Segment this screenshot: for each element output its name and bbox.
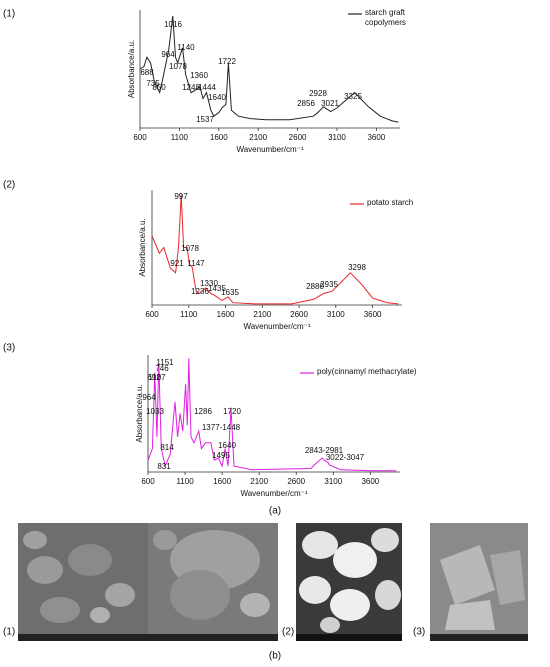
sem-image xyxy=(430,523,528,641)
peak-annotation: 1330 xyxy=(200,279,218,288)
x-axis-label: Wavenumber/cm⁻¹ xyxy=(243,322,310,331)
peak-annotation: 1016 xyxy=(164,20,182,29)
peak-annotation: 3325 xyxy=(344,92,362,101)
panel-label: (3) xyxy=(413,627,425,638)
peak-annotation: 1360 xyxy=(190,71,208,80)
peak-annotation: 964 xyxy=(142,393,156,402)
legend-item: potato starch xyxy=(367,198,414,207)
peak-annotation: 997 xyxy=(174,192,188,201)
peak-annotation: 1635 xyxy=(221,288,239,297)
legend-label: poly(cinnamyl methacrylate) xyxy=(317,367,417,376)
x-tick-label: 2600 xyxy=(287,477,305,486)
panel-label: (a) xyxy=(269,506,281,517)
x-tick-label: 600 xyxy=(145,310,159,319)
x-tick-label: 3600 xyxy=(361,477,379,486)
legend-item: poly(cinnamyl methacrylate) xyxy=(317,367,417,376)
peak-annotation: 1147 xyxy=(187,259,205,268)
y-axis-label: Absorbance/a.u. xyxy=(135,384,144,442)
peak-annotation: 1151 xyxy=(156,358,174,367)
spectrum-line xyxy=(147,358,397,472)
peak-annotation: 1640 xyxy=(218,441,236,450)
peak-annotation: 1377-1448 xyxy=(202,423,241,432)
peak-annotation: 964 xyxy=(161,50,175,59)
x-tick-label: 3100 xyxy=(328,133,346,142)
panel-label: (b) xyxy=(269,651,281,662)
sem-image xyxy=(18,523,148,641)
panel-label: (1) xyxy=(3,9,15,20)
panel-label: (2) xyxy=(3,180,15,191)
peak-annotation: 1435 xyxy=(208,284,226,293)
panel-label: (1) xyxy=(3,627,15,638)
peak-annotation: 2843-2981 xyxy=(305,446,344,455)
peak-annotation: 1107 xyxy=(148,373,166,382)
peak-annotation: 692 xyxy=(147,373,161,382)
peak-annotation: 2880 xyxy=(306,282,324,291)
y-axis-label: Absorbance/a.u. xyxy=(127,40,136,98)
x-axis-label: Wavenumber/cm⁻¹ xyxy=(240,489,307,498)
x-tick-label: 3100 xyxy=(327,310,345,319)
sem-image xyxy=(296,523,402,641)
x-tick-label: 3600 xyxy=(364,310,382,319)
x-tick-label: 1100 xyxy=(180,310,198,319)
sem-image xyxy=(148,523,278,641)
peak-annotation: 831 xyxy=(157,462,171,471)
x-tick-label: 1600 xyxy=(213,477,231,486)
peak-annotation: 1236 xyxy=(191,287,209,296)
x-tick-label: 3600 xyxy=(367,133,385,142)
x-tick-label: 2600 xyxy=(289,133,307,142)
x-tick-label: 1600 xyxy=(217,310,235,319)
y-axis-label: Absorbance/a.u. xyxy=(138,218,147,276)
x-tick-label: 600 xyxy=(141,477,155,486)
peak-annotation: 1640 xyxy=(208,93,226,102)
peak-annotation: 1720 xyxy=(223,407,241,416)
peak-annotation: 688 xyxy=(140,68,154,77)
x-tick-label: 3100 xyxy=(324,477,342,486)
peak-annotation: 1537 xyxy=(196,115,214,124)
peak-annotation: 2935 xyxy=(320,280,338,289)
panel-label: (2) xyxy=(282,627,294,638)
peak-annotation: 1495 xyxy=(212,451,230,460)
peak-annotation: 850 xyxy=(152,83,166,92)
peak-annotation: 3022-3047 xyxy=(326,453,365,462)
peak-annotation: 1248 xyxy=(182,83,200,92)
x-tick-label: 1100 xyxy=(176,477,194,486)
peak-annotation: 3298 xyxy=(348,263,366,272)
x-tick-label: 2100 xyxy=(253,310,271,319)
x-tick-label: 1100 xyxy=(171,133,189,142)
peak-annotation: 814 xyxy=(160,443,174,452)
peak-annotation: 1033 xyxy=(146,407,164,416)
x-tick-label: 600 xyxy=(133,133,147,142)
peak-annotation: 2856 xyxy=(297,99,315,108)
peak-annotation: 1444 xyxy=(198,83,216,92)
x-tick-label: 2600 xyxy=(290,310,308,319)
peak-annotation: 1078 xyxy=(169,62,187,71)
legend-item: starch graft copolymers xyxy=(365,8,406,27)
spectrum-line xyxy=(139,15,399,123)
x-tick-label: 1600 xyxy=(210,133,228,142)
peak-annotation: 1286 xyxy=(194,407,212,416)
peak-annotation: 1722 xyxy=(218,57,236,66)
x-axis-label: Wavenumber/cm⁻¹ xyxy=(236,145,303,154)
x-tick-label: 2100 xyxy=(249,133,267,142)
peak-annotation: 3021 xyxy=(321,99,339,108)
peak-annotation: 746 xyxy=(155,364,169,373)
x-tick-label: 2100 xyxy=(250,477,268,486)
legend-label: starch graft copolymers xyxy=(365,8,406,27)
peak-annotation: 921 xyxy=(170,259,184,268)
peak-annotation: 735 xyxy=(146,79,160,88)
peak-annotation: 1078 xyxy=(181,244,199,253)
peak-annotation: 2928 xyxy=(309,89,327,98)
spectrum-line xyxy=(151,194,399,305)
peak-annotation: 1140 xyxy=(177,43,195,52)
panel-label: (3) xyxy=(3,343,15,354)
legend-label: potato starch xyxy=(367,198,414,207)
